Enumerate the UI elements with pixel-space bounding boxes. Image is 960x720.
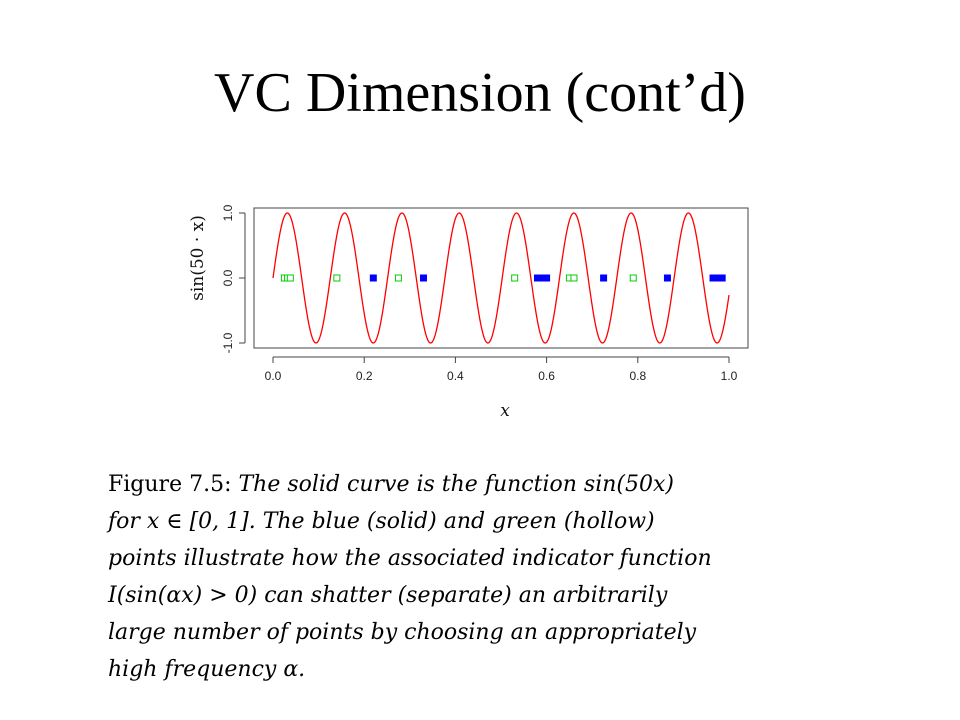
solid-point	[709, 274, 717, 282]
solid-point	[538, 274, 546, 282]
sine-curve-series	[272, 212, 730, 344]
solid-point	[543, 274, 551, 282]
caption-text: for x ∈ [0, 1]. The blue (solid) and gre…	[108, 509, 655, 534]
caption-line: I(sin(αx) > 0) can shatter (separate) an…	[108, 577, 830, 614]
caption-text: large number of points by choosing an ap…	[108, 620, 697, 645]
y-axis-label: sin(50 · x)	[188, 215, 208, 301]
y-tick-label: 1.0	[221, 204, 235, 221]
hollow-point	[511, 274, 519, 282]
y-tick-label: 0.0	[221, 269, 235, 286]
hollow-point	[394, 274, 402, 282]
x-tick-label: 0.0	[265, 369, 282, 383]
x-tick-label: 0.4	[447, 369, 464, 383]
y-tick-label: -1.0	[221, 332, 235, 353]
caption-text: points illustrate how the associated ind…	[108, 546, 712, 571]
solid-point	[663, 274, 671, 282]
x-tick-label: 0.2	[356, 369, 373, 383]
solid-point	[419, 274, 427, 282]
points-layer	[280, 274, 726, 282]
ticks-layer: 0.0 0.2 0.4 0.6 0.8 1.0 -1.0 0.0 1.0	[221, 204, 738, 383]
x-tick-label: 0.8	[629, 369, 646, 383]
caption-figure-number: Figure 7.5:	[108, 472, 239, 497]
hollow-point	[333, 274, 341, 282]
caption-line: high frequency α.	[108, 651, 830, 688]
caption-line: points illustrate how the associated ind…	[108, 540, 830, 577]
caption-line: Figure 7.5: The solid curve is the funct…	[108, 466, 830, 503]
hollow-point	[629, 274, 637, 282]
solid-point	[714, 274, 722, 282]
caption-line: large number of points by choosing an ap…	[108, 614, 830, 651]
caption-text: high frequency α.	[108, 657, 306, 682]
hollow-point	[286, 274, 294, 282]
solid-point	[369, 274, 377, 282]
caption-text: I(sin(αx) > 0) can shatter (separate) an…	[108, 583, 668, 608]
figure-caption: Figure 7.5: The solid curve is the funct…	[108, 466, 830, 688]
solid-point	[600, 274, 608, 282]
caption-text: The solid curve is the function sin(50x)	[238, 472, 674, 497]
x-tick-label: 1.0	[721, 369, 738, 383]
plot-frame	[253, 207, 749, 349]
solid-point	[718, 274, 726, 282]
slide-title: VC Dimension (cont’d)	[214, 62, 746, 124]
hollow-point	[570, 274, 578, 282]
sine-plot: 0.0 0.2 0.4 0.6 0.8 1.0 -1.0 0.0 1.0 x sin(50 · …	[188, 204, 749, 421]
caption-line: for x ∈ [0, 1]. The blue (solid) and gre…	[108, 503, 830, 540]
x-tick-label: 0.6	[538, 369, 555, 383]
x-axis-label: x	[500, 401, 510, 421]
solid-point	[533, 274, 541, 282]
